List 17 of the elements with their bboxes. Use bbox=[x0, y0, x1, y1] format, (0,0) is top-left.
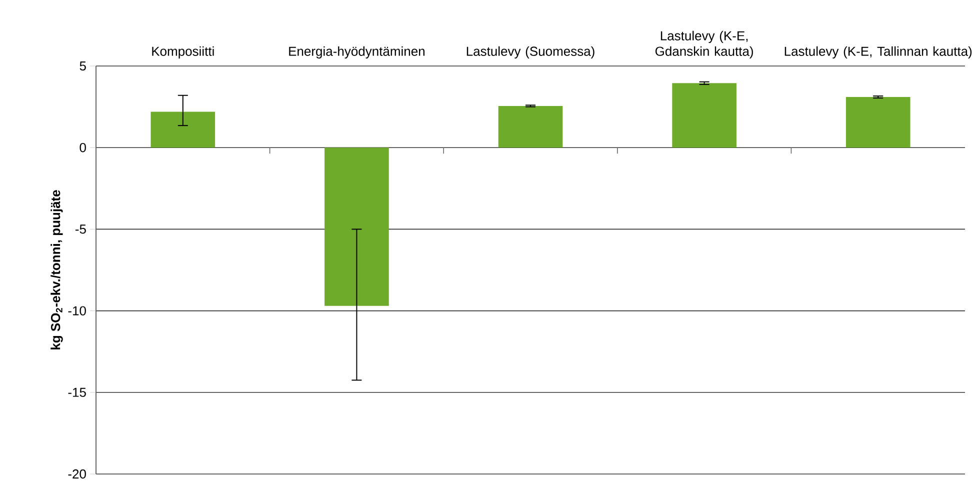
x-tick-label: Lastulevy (Suomessa) bbox=[466, 46, 594, 58]
bar bbox=[150, 112, 216, 148]
x-tick-label: Lastulevy (K-E, Tallinnan kautta) bbox=[784, 46, 972, 58]
bar bbox=[498, 106, 563, 148]
y-tick-label: -15 bbox=[68, 388, 86, 397]
x-tick-label: Komposiitti bbox=[152, 46, 214, 58]
y-tick-label: -10 bbox=[68, 306, 86, 316]
x-tick-label: Energia-hyödyntäminen bbox=[289, 46, 424, 58]
bar bbox=[846, 97, 910, 148]
bar bbox=[672, 83, 736, 148]
y-tick-label: -5 bbox=[75, 224, 86, 234]
y-axis-title: kg SO$_{2}$-ekv./tonni, puujäte bbox=[50, 190, 63, 350]
y-tick-label: 5 bbox=[80, 61, 86, 71]
y-tick-label: 0 bbox=[80, 142, 86, 152]
bar bbox=[324, 148, 389, 306]
x-tick-label: Lastulevy (K-E, Gdanskin kautta) bbox=[655, 30, 753, 58]
y-tick-label: -20 bbox=[68, 469, 86, 479]
